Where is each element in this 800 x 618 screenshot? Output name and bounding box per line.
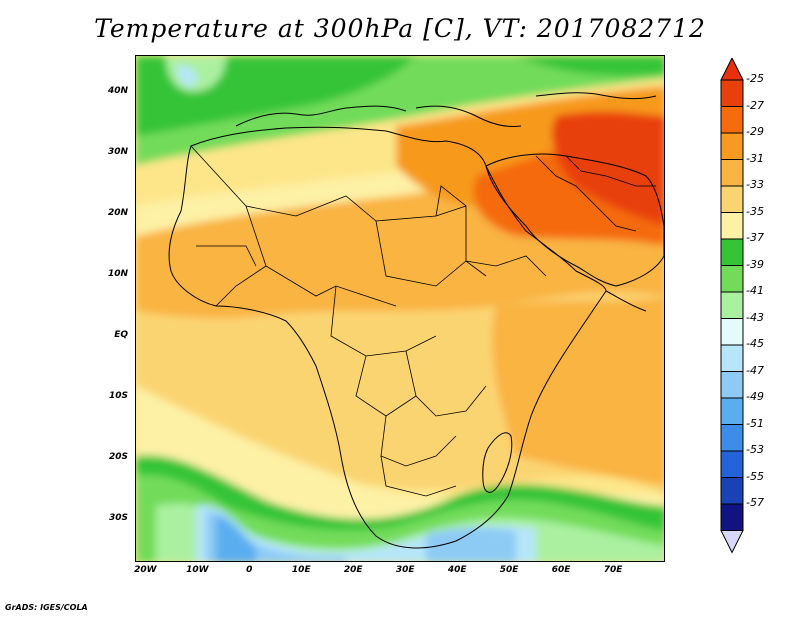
country-borders (190, 145, 656, 497)
temperature-field (136, 56, 664, 561)
colorbar-label: -45 (746, 337, 764, 350)
colorbar-label: -37 (746, 231, 764, 244)
lat-tick-label: 10S (108, 391, 128, 402)
lat-tick-label: EQ (114, 329, 128, 340)
lat-tick-label: 30N (107, 146, 128, 157)
colorbar-swatch (720, 79, 744, 107)
lon-tick-label: 10E (291, 565, 311, 575)
lat-tick-label: 20N (107, 207, 128, 218)
colorbar-swatch (720, 212, 744, 240)
lon-tick-label: 40E (447, 565, 467, 575)
colorbar-label: -51 (746, 416, 764, 430)
colorbar-swatch (720, 344, 744, 372)
lon-tick-label: 10W (186, 565, 209, 575)
colorbar-swatch (720, 159, 744, 187)
colorbar-label: -57 (746, 496, 764, 509)
colorbar-swatch (720, 450, 744, 478)
colorbar-swatch (720, 424, 744, 452)
lat-tick-label: 20S (108, 452, 128, 463)
colorbar-top-triangle (720, 58, 744, 81)
colorbar-swatch (720, 238, 744, 266)
colorbar-swatch (720, 132, 744, 160)
colorbar-label: -39 (746, 257, 764, 271)
colorbar-label: -53 (746, 443, 764, 456)
lon-tick-label: 0 (246, 565, 253, 575)
colorbar-swatch (720, 291, 744, 319)
lon-tick-label: 60E (551, 565, 571, 575)
lat-tick-label: 10N (107, 268, 128, 279)
colorbar-swatch (720, 185, 744, 213)
lat-tick-label: 40N (107, 85, 128, 96)
lon-tick-label: 30E (395, 565, 415, 575)
colorbar-swatch (720, 371, 744, 399)
colorbar-label: -35 (746, 204, 764, 218)
colorbar-label: -25 (746, 72, 764, 85)
colorbar (720, 58, 744, 554)
colorbar-swatch (720, 397, 744, 425)
temperature-map (136, 56, 664, 561)
colorbar-swatch (720, 477, 744, 505)
map-panel (135, 55, 665, 562)
colorbar-swatch (720, 318, 744, 346)
lon-tick-label: 20E (343, 565, 363, 575)
colorbar-label: -27 (746, 98, 764, 112)
colorbar-label: -43 (746, 310, 764, 324)
colorbar-swatch (720, 503, 744, 531)
colorbar-bottom-triangle (720, 530, 744, 554)
colorbar-swatch (720, 106, 744, 134)
lon-tick-label: 20W (134, 565, 157, 575)
colorbar-swatch (720, 265, 744, 293)
lat-tick-label: 30S (108, 513, 128, 524)
map-title: Temperature at 300hPa [C], VT: 201708271… (94, 14, 706, 43)
lon-tick-label: 70E (603, 565, 623, 575)
credit-text: GrADS: IGES/COLA (5, 603, 88, 612)
colorbar-label: -47 (746, 363, 764, 377)
colorbar-label: -31 (746, 151, 764, 165)
colorbar-label: -49 (746, 390, 764, 403)
colorbar-label: -29 (746, 125, 764, 138)
colorbar-label: -41 (746, 284, 764, 297)
colorbar-label: -55 (746, 469, 764, 483)
colorbar-label: -33 (746, 178, 764, 191)
lon-tick-label: 50E (499, 565, 519, 575)
